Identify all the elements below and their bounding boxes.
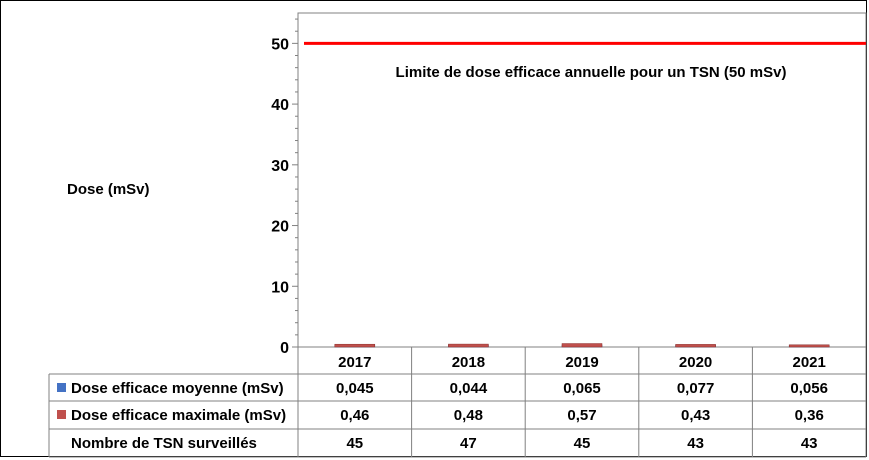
data-label: 0,46 xyxy=(340,407,369,424)
y-tick-label: 20 xyxy=(271,219,289,236)
data-label: 0,077 xyxy=(677,380,715,397)
count-value: 43 xyxy=(801,435,818,452)
y-tick-label: 30 xyxy=(271,158,289,175)
count-value: 47 xyxy=(460,435,477,452)
bar-max xyxy=(788,344,830,348)
y-tick-label: 10 xyxy=(271,279,289,296)
y-tick-label: 40 xyxy=(271,97,289,114)
data-label: 0,056 xyxy=(790,380,828,397)
data-label: 0,045 xyxy=(336,380,374,397)
bar-max xyxy=(334,343,376,348)
data-label: 0,48 xyxy=(454,407,483,424)
y-tick-label: 0 xyxy=(280,340,289,357)
data-label: 0,43 xyxy=(681,407,710,424)
count-row-label: Nombre de TSN surveillés xyxy=(71,435,257,452)
legend-key xyxy=(57,410,66,419)
bar-max xyxy=(448,343,489,348)
count-value: 45 xyxy=(346,435,363,452)
data-label: 0,57 xyxy=(567,407,596,424)
x-tick-label: 2020 xyxy=(679,354,712,371)
x-tick-label: 2019 xyxy=(565,354,598,371)
bar-max xyxy=(675,344,716,348)
y-tick-label: 50 xyxy=(271,36,289,53)
bar-max xyxy=(561,343,603,348)
y-axis-label: Dose (mSv) xyxy=(67,181,150,198)
data-label: 0,065 xyxy=(563,380,601,397)
data-label: 0,044 xyxy=(450,380,488,397)
data-label: 0,36 xyxy=(795,407,824,424)
legend-key xyxy=(57,383,66,392)
limit-line-label: Limite de dose efficace annuelle pour un… xyxy=(396,64,787,81)
legend-label: Dose efficace moyenne (mSv) xyxy=(71,380,284,397)
x-tick-label: 2017 xyxy=(338,354,371,371)
x-tick-label: 2021 xyxy=(793,354,826,371)
x-tick-label: 2018 xyxy=(452,354,485,371)
legend-label: Dose efficace maximale (mSv) xyxy=(71,407,286,424)
count-value: 45 xyxy=(574,435,591,452)
count-value: 43 xyxy=(687,435,704,452)
